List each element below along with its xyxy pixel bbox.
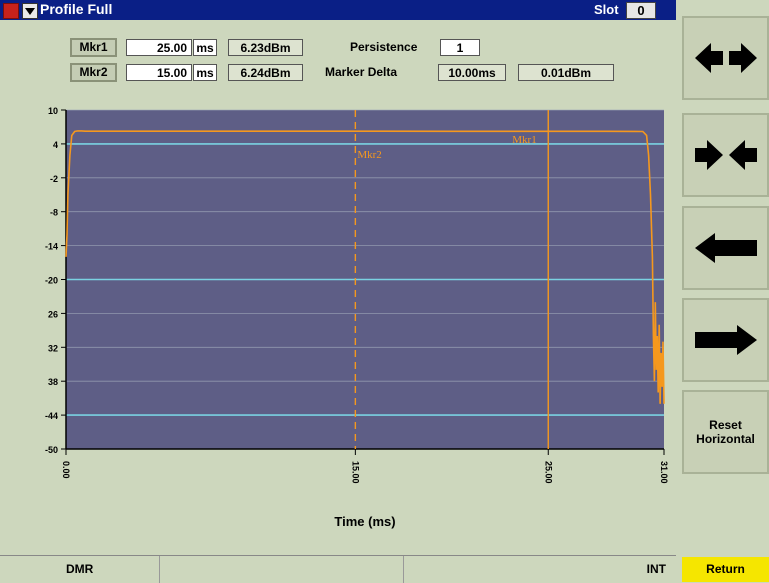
arrow-right-icon: [694, 325, 757, 355]
status-bar: DMR INT: [0, 555, 676, 583]
marker-delta-time: 10.00ms: [438, 64, 506, 81]
slot-value[interactable]: 0: [626, 2, 656, 19]
y-tick-label: -2: [50, 174, 58, 184]
expand-horizontal-button[interactable]: [682, 16, 769, 100]
dropdown-arrow-icon[interactable]: [22, 3, 38, 19]
title-bar: Profile Full Slot 0: [0, 0, 676, 20]
side-separator: [676, 0, 682, 582]
reset-horizontal-button[interactable]: Reset Horizontal: [682, 390, 769, 474]
marker-delta-label: Marker Delta: [325, 65, 398, 79]
slot-label: Slot: [594, 2, 619, 17]
mkr2-time-field[interactable]: 15.00: [126, 64, 192, 81]
compress-horizontal-button[interactable]: [682, 113, 769, 197]
profile-chart-svg: 10 4 -2 -8 -14 -20 26 32 38 -44 -500.00 15.00 25.00 3…: [45, 106, 669, 529]
mkr1-button[interactable]: Mkr1: [70, 38, 117, 57]
scroll-left-button[interactable]: [682, 206, 769, 290]
y-tick-label: 38: [48, 377, 58, 387]
profile-chart: 10 4 -2 -8 -14 -20 26 32 38 -44 -50 0.00 15.00 25.00 3…: [0, 96, 676, 541]
y-tick-label: 4: [53, 140, 58, 150]
marker-label-mkr2: Mkr2: [357, 149, 381, 161]
compress-horizontal-icon: [694, 140, 757, 170]
scroll-right-button[interactable]: [682, 298, 769, 382]
app-menu-icon[interactable]: [3, 3, 19, 19]
mkr2-button[interactable]: Mkr2: [70, 63, 117, 82]
x-tick-label: 0.00: [61, 461, 71, 479]
return-button[interactable]: Return: [682, 557, 769, 582]
marker-delta-level: 0.01dBm: [518, 64, 614, 81]
reset-horizontal-label: Reset Horizontal: [696, 418, 755, 446]
expand-horizontal-icon: [694, 43, 757, 73]
y-tick-label: -14: [45, 242, 58, 252]
y-tick-label: -8: [50, 208, 58, 218]
window-title: Profile Full: [40, 1, 113, 17]
persistence-label: Persistence: [350, 40, 418, 54]
y-tick-label: -20: [45, 276, 58, 286]
y-tick-label: 10: [48, 106, 58, 116]
x-tick-label: 31.00: [659, 461, 669, 484]
y-tick-label: 26: [48, 309, 58, 319]
mkr1-unit: ms: [193, 39, 217, 56]
status-ref: INT: [646, 562, 666, 576]
y-tick-label: -44: [45, 411, 58, 421]
x-axis-label: Time (ms): [334, 514, 395, 529]
y-tick-label: -50: [45, 445, 58, 455]
status-mode: DMR: [0, 556, 160, 583]
arrow-left-icon: [694, 233, 757, 263]
trace-line: [65, 130, 665, 404]
y-tick-label: 32: [48, 343, 58, 353]
mkr1-level: 6.23dBm: [228, 39, 303, 56]
status-middle: [160, 556, 404, 583]
persistence-field[interactable]: 1: [440, 39, 480, 56]
mkr2-unit: ms: [193, 64, 217, 81]
mkr1-time-field[interactable]: 25.00: [126, 39, 192, 56]
x-tick-label: 15.00: [350, 461, 360, 484]
x-tick-label: 25.00: [543, 461, 553, 484]
marker-label-mkr1: Mkr1: [512, 134, 536, 146]
mkr2-level: 6.24dBm: [228, 64, 303, 81]
